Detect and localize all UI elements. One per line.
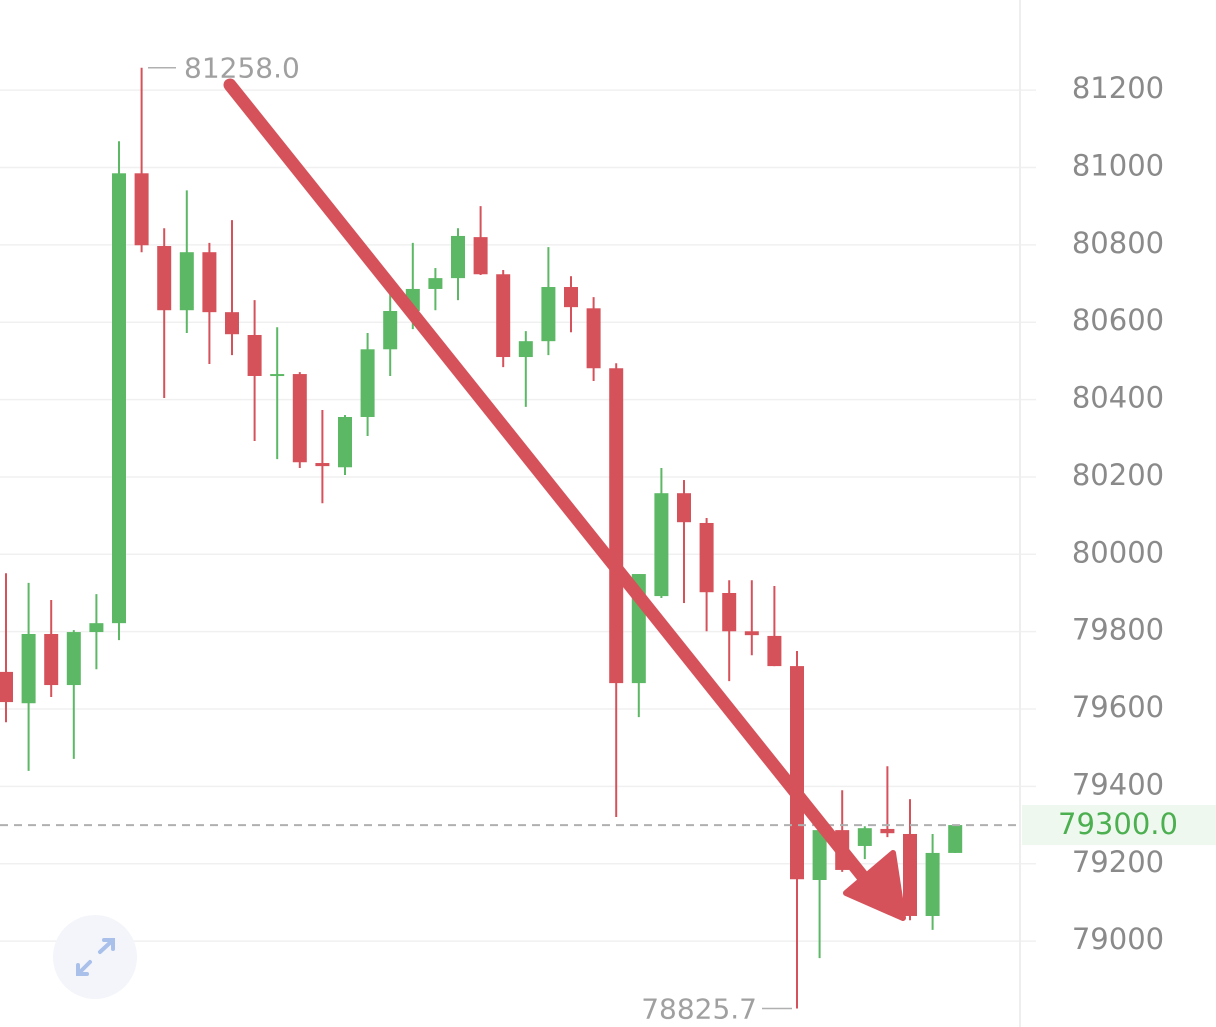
candle-body <box>428 278 443 289</box>
y-tick-label: 81000 <box>1072 148 1164 182</box>
candle-body <box>315 463 330 467</box>
y-tick-label: 80200 <box>1072 458 1164 492</box>
last-price-label: 79300.0 <box>1058 807 1178 841</box>
low-label: 78825.7 <box>641 993 757 1026</box>
candle-body <box>812 830 827 881</box>
candle-body <box>496 274 511 358</box>
candle-body <box>451 235 465 279</box>
candle-body <box>44 633 59 686</box>
candle-body <box>948 825 963 853</box>
candle-body <box>292 374 307 463</box>
candle-body <box>21 633 36 704</box>
candle-body <box>179 252 194 311</box>
high-label: 81258.0 <box>184 52 300 85</box>
candles <box>0 67 963 1009</box>
y-tick-label: 79200 <box>1072 845 1164 879</box>
expand-bg[interactable] <box>53 915 137 999</box>
candle-body <box>473 237 488 275</box>
candle-body <box>383 311 398 350</box>
candle-body <box>767 635 782 667</box>
y-tick-label: 80800 <box>1072 226 1164 260</box>
candle-body <box>857 828 872 846</box>
expand-icon[interactable] <box>76 938 115 976</box>
candle-body <box>134 173 149 246</box>
candle-body <box>744 631 759 636</box>
y-tick-label: 80400 <box>1072 381 1164 415</box>
candle-body <box>880 828 895 834</box>
candle-body <box>677 493 691 523</box>
candle-body <box>247 334 262 376</box>
arrow-head <box>843 850 906 921</box>
candle-body <box>586 308 601 369</box>
y-tick-label: 79800 <box>1072 613 1164 647</box>
candle-body <box>112 173 126 624</box>
y-tick-label: 79400 <box>1072 767 1164 801</box>
candle-body <box>609 368 624 684</box>
y-tick-label: 81200 <box>1072 71 1164 105</box>
candle-body <box>270 374 285 377</box>
labels: 79000 79200 79400 79600 79800 80000 80200 80400… <box>0 52 1216 1026</box>
y-tick-label: 79000 <box>1072 922 1164 956</box>
candle-body <box>518 341 533 358</box>
candle-body <box>722 592 737 632</box>
trend-arrow <box>223 78 906 921</box>
candle-body <box>225 312 239 335</box>
candle-body <box>925 852 940 916</box>
expand-button[interactable] <box>53 915 137 999</box>
candle-body <box>0 671 13 703</box>
candle-body <box>89 623 104 633</box>
grid <box>0 89 1036 942</box>
y-tick-label: 80000 <box>1072 535 1164 569</box>
candle-body <box>338 416 352 468</box>
arrow-shaft <box>223 78 879 895</box>
candle-body <box>564 287 578 308</box>
y-tick-label: 79600 <box>1072 690 1164 724</box>
candle-body <box>66 632 81 686</box>
y-tick-label: 80600 <box>1072 303 1164 337</box>
candle-body <box>157 246 172 311</box>
candle-body <box>654 493 669 597</box>
candle-body <box>202 252 217 313</box>
last-price-bg <box>1022 805 1216 846</box>
candle-body <box>699 522 714 593</box>
candle-body <box>903 833 917 916</box>
candle-body <box>360 349 375 417</box>
candle-body <box>790 666 804 880</box>
candle-body <box>541 287 556 342</box>
